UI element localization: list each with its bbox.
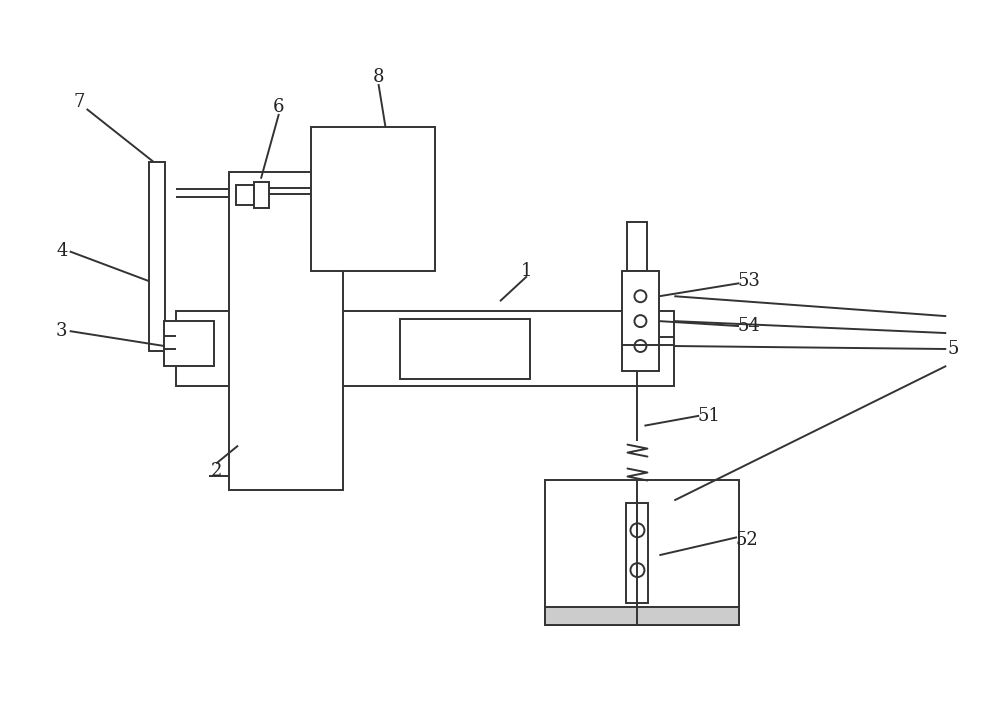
- Text: 6: 6: [273, 98, 285, 116]
- Text: 54: 54: [738, 317, 760, 335]
- Text: 7: 7: [74, 93, 85, 111]
- Bar: [627, 222, 647, 271]
- Bar: [229, 172, 343, 491]
- Bar: [622, 271, 659, 371]
- Text: 5: 5: [948, 340, 959, 358]
- Text: 51: 51: [698, 407, 721, 425]
- Bar: [149, 162, 165, 351]
- Bar: [545, 607, 739, 625]
- Bar: [400, 319, 530, 379]
- Text: 53: 53: [738, 272, 760, 290]
- Bar: [236, 184, 254, 205]
- Bar: [234, 319, 329, 379]
- Text: 52: 52: [736, 531, 758, 550]
- Text: 4: 4: [56, 243, 67, 260]
- Bar: [164, 321, 214, 366]
- Text: 8: 8: [373, 68, 384, 86]
- Text: 3: 3: [56, 322, 67, 340]
- Bar: [626, 503, 648, 603]
- Bar: [545, 480, 739, 625]
- Bar: [311, 127, 435, 271]
- Text: 1: 1: [521, 262, 533, 280]
- Bar: [254, 182, 269, 207]
- Text: 2: 2: [210, 461, 222, 479]
- Bar: [176, 311, 674, 386]
